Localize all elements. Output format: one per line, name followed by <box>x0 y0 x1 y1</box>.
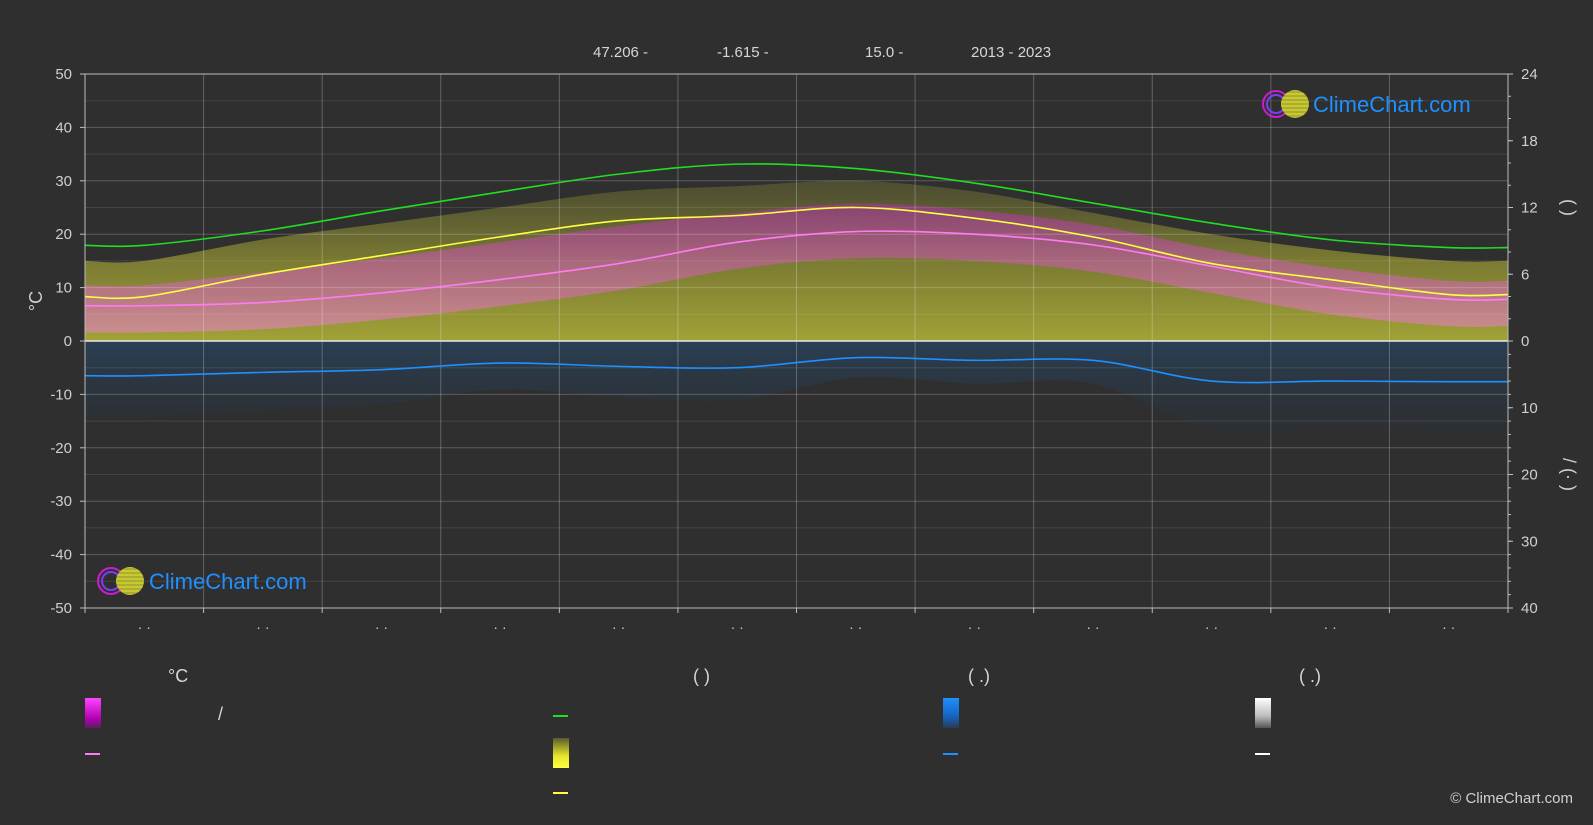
x-tick-label: · · <box>968 619 981 635</box>
x-tick-label: · · <box>493 619 506 635</box>
legend-snow-swatch <box>1255 698 1271 728</box>
left-tick-label: 0 <box>64 333 72 350</box>
legend-temp-slash: / <box>218 704 224 724</box>
legend-temp-range-swatch <box>85 698 101 728</box>
logo-text: ClimeChart.com <box>1313 92 1471 117</box>
axes: 50 40 30 20 10 0 -10 -20 -30 -40 -50 °C 24 18 12 6 0 10 20… <box>26 66 1579 635</box>
left-tick-label: 40 <box>55 119 72 136</box>
header-elevation: 15.0 - <box>865 44 904 61</box>
right-top-tick-label: 24 <box>1521 66 1538 83</box>
left-tick-label: 10 <box>55 280 72 297</box>
right-top-axis-label: ( ) <box>1559 199 1579 216</box>
right-top-tick-label: 6 <box>1521 266 1529 283</box>
legend-rain-header: ( .) <box>968 666 990 686</box>
right-bottom-tick-label: 40 <box>1521 600 1538 617</box>
logo-sun-icon <box>116 567 144 595</box>
sunshine-mean-line <box>84 206 1509 300</box>
right-bottom-axis-label: / (· ) <box>1559 458 1579 491</box>
daylight-line <box>84 163 1509 249</box>
temperature-mean-line <box>84 230 1509 307</box>
right-bottom-tick-label: 10 <box>1521 400 1538 417</box>
left-tick-label: -30 <box>50 493 72 510</box>
right-bottom-tick-label: 20 <box>1521 467 1538 484</box>
header-longitude: -1.615 - <box>717 44 769 61</box>
header-years: 2013 - 2023 <box>971 44 1052 61</box>
left-tick-label: 30 <box>55 173 72 190</box>
legend-precip-mean-swatch <box>943 753 958 755</box>
precipitation-mean-line <box>84 356 1509 384</box>
temperature-range-area <box>85 203 1508 333</box>
x-tick-label: · · <box>1324 619 1337 635</box>
right-bottom-tick-label: 30 <box>1521 533 1538 550</box>
legend-temp-header: °C <box>168 666 189 686</box>
left-tick-label: -50 <box>50 600 72 617</box>
x-tick-label: · · <box>612 619 625 635</box>
left-tick-label: -40 <box>50 547 72 564</box>
right-top-tick-label: 0 <box>1521 333 1529 350</box>
legend-daylight-swatch <box>553 715 568 717</box>
legend-snow-mean-swatch <box>1255 753 1270 755</box>
x-tick-label: · · <box>256 619 269 635</box>
left-axis-label: °C <box>26 291 46 311</box>
left-tick-label: -20 <box>50 440 72 457</box>
logo-text: ClimeChart.com <box>149 569 307 594</box>
series <box>84 163 1509 384</box>
precipitation-area <box>85 341 1508 433</box>
left-tick-label: -10 <box>50 386 72 403</box>
legend-precip-swatch <box>943 698 959 728</box>
copyright: © ClimeChart.com <box>1450 790 1573 807</box>
x-tick-label: · · <box>1086 619 1099 635</box>
x-tick-label: · · <box>1442 619 1455 635</box>
left-tick-label: 20 <box>55 226 72 243</box>
legend-sunshine-mean-swatch <box>553 792 568 794</box>
x-tick-label: · · <box>375 619 388 635</box>
left-tick-label: 50 <box>55 66 72 83</box>
x-tick-label: · · <box>849 619 862 635</box>
legend-sun-header: ( ) <box>693 666 710 686</box>
logo-bottom-left: ClimeChart.com <box>97 567 307 595</box>
grid <box>85 73 1508 609</box>
legend-snow-header: ( .) <box>1299 666 1321 686</box>
legend-temp-mean-swatch <box>85 753 100 755</box>
legend-sunshine-swatch <box>553 738 569 768</box>
x-tick-label: · · <box>1205 619 1218 635</box>
header-latitude: 47.206 - <box>593 44 649 61</box>
logos: ClimeChart.com ClimeChart.com <box>97 90 1471 595</box>
x-tick-label: · · <box>138 619 151 635</box>
logo-sun-icon <box>1281 90 1309 118</box>
right-top-tick-label: 12 <box>1521 200 1538 217</box>
logo-top-right: ClimeChart.com <box>1262 90 1471 118</box>
right-top-tick-label: 18 <box>1521 133 1538 150</box>
x-tick-label: · · <box>731 619 744 635</box>
